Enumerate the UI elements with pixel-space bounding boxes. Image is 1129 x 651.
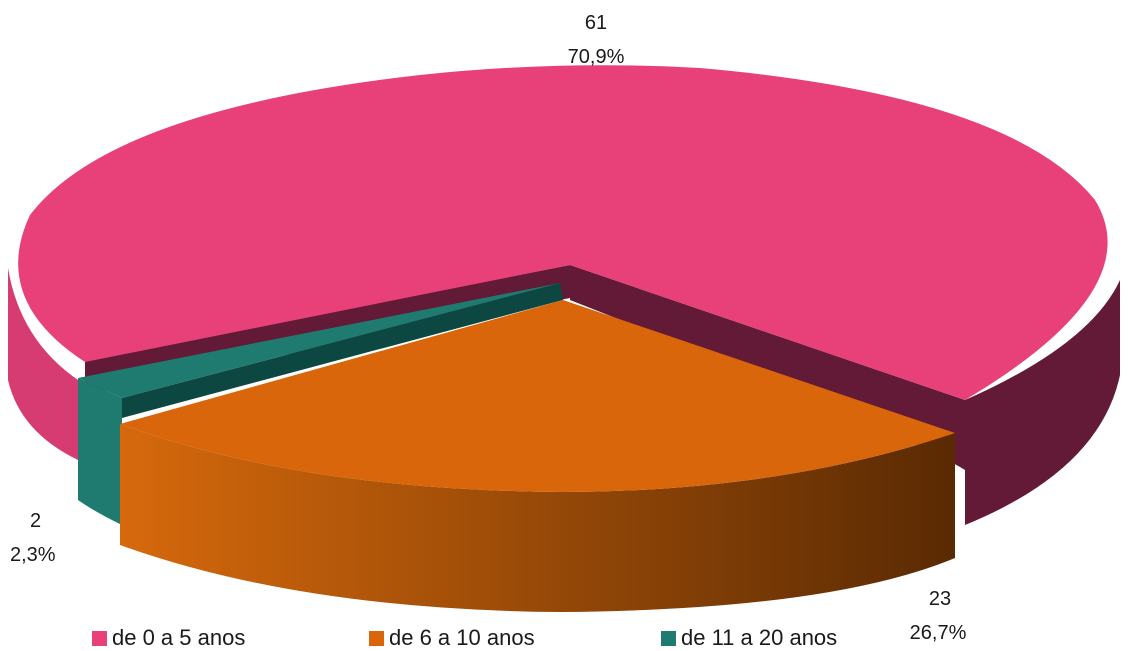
legend-item-0: de 0 a 5 anos	[92, 626, 369, 650]
legend-label-1: de 6 a 10 anos	[389, 625, 535, 651]
legend-swatch-1	[369, 631, 384, 646]
legend-item-2: de 11 a 20 anos	[661, 626, 837, 650]
legend-swatch-0	[92, 631, 107, 646]
data-label-value-1: 23	[929, 588, 951, 610]
legend-label-2: de 11 a 20 anos	[681, 625, 837, 651]
data-label-value-2: 2	[30, 510, 41, 532]
data-label-percent-0: 70,9%	[568, 46, 625, 68]
data-label-percent-2: 2,3%	[10, 544, 56, 566]
slice-side-2	[78, 378, 122, 525]
data-label-percent-1: 26,7%	[910, 622, 967, 644]
legend-label-0: de 0 a 5 anos	[112, 625, 245, 651]
legend-item-1: de 6 a 10 anos	[369, 626, 661, 650]
data-label-value-0: 61	[585, 12, 607, 34]
legend: de 0 a 5 anos de 6 a 10 anos de 11 a 20 …	[92, 626, 912, 650]
legend-swatch-2	[661, 631, 676, 646]
